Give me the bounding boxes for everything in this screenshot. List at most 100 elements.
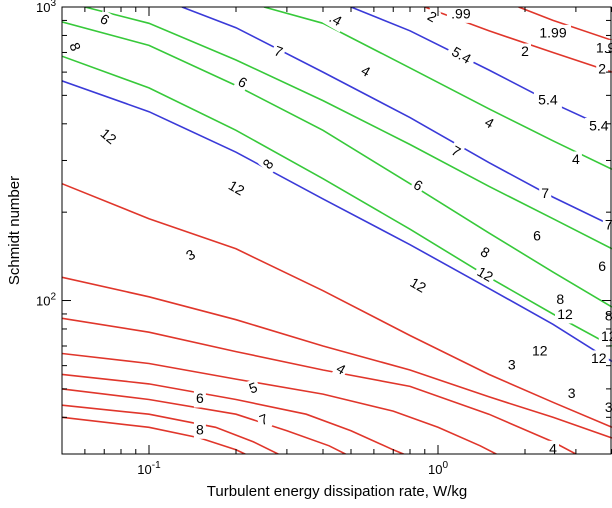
contour-label: 1.99 [535,25,571,42]
contour-label: 2 [519,43,531,61]
contour-label: 5 [244,378,262,399]
contour-line-red [62,416,247,454]
contour-label-text: 8 [196,422,204,438]
contour-label-text: 12 [591,350,607,366]
contour-label: 1.9 [591,40,612,57]
contour-lines [62,7,612,454]
contour-label: 6 [193,390,206,408]
contour-label: 12 [223,176,250,201]
contour-label: 12 [555,306,575,324]
contour-label-text: 8 [605,308,612,324]
contour-label: 8 [602,308,612,325]
contour-labels: 6812678123.442.991.991.9225.45.45.444777… [64,6,612,457]
contour-line-green [84,7,612,250]
contour-label: 12 [588,350,609,368]
contour-label-text: 1.99 [539,25,566,41]
contour-line-red [62,352,498,454]
contour-label-text: 3 [605,399,612,415]
contour-label: 2 [422,7,442,28]
contour-label-text: .99 [451,6,471,22]
contour-label: 8 [554,291,567,309]
contour-label: 12 [404,273,431,299]
contour-label: 5.4 [584,118,612,135]
contour-label: 6 [531,227,543,245]
contour-line-red [62,404,280,454]
contour-label: 3 [565,385,578,403]
contour-line-blue [181,7,612,227]
contour-label: 4 [356,61,375,83]
plot-frame [61,6,612,455]
contour-label: 4 [331,359,351,380]
contour-label: 6 [408,175,428,197]
contour-line-red [62,373,406,454]
contour-label-text: 12 [408,274,430,296]
contour-label-text: 6 [533,227,541,243]
contour-label-text: 12 [475,263,497,285]
contour-label-text: 12 [226,177,248,199]
contour-label: 3 [181,245,201,266]
contour-label-text: 2 [598,61,606,77]
contour-line-blue [62,80,612,363]
contour-label: 7 [255,410,273,431]
y-axis-label: Schmidt number [6,176,23,285]
contour-label-text: 7 [605,216,612,232]
contour-label-text: 4 [549,441,557,457]
contour-line-red [62,388,348,454]
contour-label-text: 12 [601,328,612,344]
contour-label: .4 [322,7,349,33]
contour-label-text: 6 [598,258,606,274]
y-tick-label: 102 [36,292,56,309]
x-axis-label: Turbulent energy dissipation rate, W/kg [207,483,467,500]
contour-line-red [62,276,612,439]
contour-label-text: 3 [508,356,516,372]
contour-label: 2 [596,61,609,78]
contour-label: 3 [505,356,518,374]
contour-label-text: 12 [532,342,548,358]
contour-label: 8 [64,38,85,56]
contour-label: 12 [94,123,122,150]
contour-label: 5.4 [533,91,562,109]
contour-label: 6 [95,9,114,31]
contour-line-green [263,7,612,171]
contour-label: 5.4 [444,41,478,71]
contour-label-text: 5.4 [538,91,558,107]
contour-label: 12 [529,342,550,360]
contour-label: 7 [446,141,466,163]
contour-label: 4 [547,441,559,457]
contour-label-text: 3 [568,385,576,401]
contour-label-text: 12 [557,306,573,322]
contour-label: 8 [193,422,206,439]
contour-label-text: 6 [196,390,204,406]
contour-label: 4 [569,151,582,169]
axis-ticks: 10-1 100 102 103 [36,0,612,477]
contour-label: .99 [446,6,475,23]
contour-label: 6 [232,72,252,94]
contour-label-text: 12 [98,125,120,147]
contour-label-text: 5.4 [589,118,609,134]
contour-label: 7 [269,41,287,63]
contour-line-red [518,7,612,42]
contour-line-green [62,55,612,347]
contour-label-text: 2 [521,43,529,59]
contour-label: 6 [596,258,609,276]
contour-label: 12 [471,262,498,288]
contour-label-text: 7 [541,185,549,201]
y-tick-label: 103 [36,0,56,15]
contour-label: 3 [602,399,612,417]
contour-label: 7 [602,216,612,234]
contour-label: 8 [258,154,279,175]
contour-line-red [62,317,578,454]
contour-label-text: 4 [572,151,580,167]
contour-label: 7 [539,185,552,203]
x-tick-label: 100 [428,460,448,477]
contour-label: 8 [475,242,495,264]
x-tick-label: 10-1 [137,460,161,477]
contour-label-text: 8 [556,291,564,307]
contour-line-blue [350,7,612,132]
contour-label: 4 [479,113,499,134]
contour-line-red [62,182,612,429]
contour-label-text: 1.9 [596,40,612,56]
contour-label: 12 [598,328,612,346]
contour-line-green [62,21,612,308]
